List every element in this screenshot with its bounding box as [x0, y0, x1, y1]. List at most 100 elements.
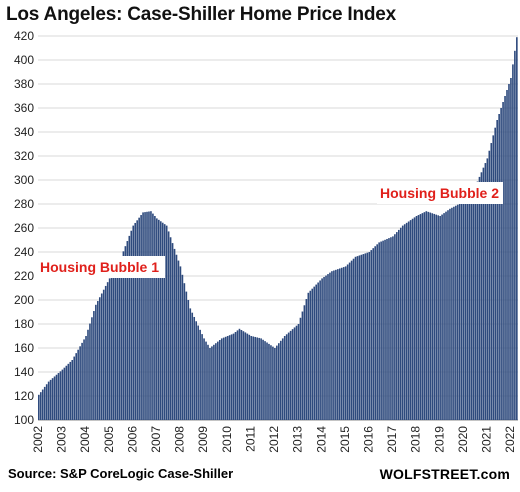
y-tick-label: 100 — [14, 413, 34, 427]
index-bar — [327, 274, 329, 420]
index-bar — [167, 231, 170, 420]
index-bar — [492, 135, 495, 421]
y-tick-label: 220 — [14, 269, 34, 283]
index-bar — [118, 261, 121, 420]
index-bar — [193, 316, 196, 420]
x-tick-label: 2014 — [314, 426, 328, 453]
index-bar — [165, 225, 168, 420]
index-bar — [337, 269, 339, 420]
x-tick-label: 2002 — [31, 426, 45, 453]
y-tick-label: 140 — [14, 365, 34, 379]
index-bar — [41, 389, 44, 420]
index-bar — [455, 205, 457, 420]
x-tick-label: 2016 — [361, 426, 375, 453]
index-bar — [134, 222, 137, 420]
index-bar — [240, 330, 243, 420]
index-bar — [43, 386, 46, 420]
index-bar — [484, 163, 487, 420]
annotation-2: Housing Bubble 2 — [377, 182, 503, 204]
index-bar — [374, 246, 377, 420]
index-bar — [83, 339, 85, 420]
index-bar — [173, 248, 176, 420]
index-bar — [156, 218, 158, 420]
index-bar — [234, 332, 237, 420]
index-bar — [427, 211, 430, 420]
index-bar — [256, 337, 258, 420]
index-bar — [447, 210, 449, 420]
index-bar — [399, 227, 402, 420]
index-bar — [104, 285, 107, 420]
index-bar — [132, 225, 135, 420]
index-bar — [354, 256, 357, 420]
index-bar — [319, 280, 321, 420]
annotation-text: Housing Bubble 2 — [380, 185, 499, 201]
index-bar — [98, 297, 101, 420]
index-bar — [506, 90, 508, 420]
index-bar — [295, 325, 298, 420]
index-bar — [106, 282, 109, 420]
y-tick-label: 360 — [14, 101, 34, 115]
index-bar — [498, 114, 500, 420]
index-bar — [362, 254, 365, 420]
x-tick-label: 2012 — [267, 426, 281, 453]
index-bar — [472, 190, 475, 420]
index-bar — [61, 369, 64, 420]
index-bar — [246, 333, 249, 420]
index-bar — [283, 336, 286, 420]
index-bar — [380, 241, 382, 420]
y-tick-label: 180 — [14, 317, 34, 331]
index-bar — [291, 329, 294, 420]
index-bar — [396, 232, 398, 420]
index-bar — [417, 215, 420, 420]
index-bar — [144, 212, 146, 420]
index-bar — [411, 218, 414, 420]
index-bar — [401, 225, 404, 420]
index-bar — [55, 374, 58, 420]
index-bar — [348, 262, 351, 420]
index-bar — [128, 235, 131, 420]
index-bar — [185, 291, 188, 420]
index-bar — [512, 64, 514, 421]
index-bar — [268, 343, 270, 420]
index-bar — [321, 278, 323, 420]
chart-title: Los Angeles: Case-Shiller Home Price Ind… — [6, 4, 397, 25]
index-bar — [488, 150, 491, 420]
y-tick-label: 120 — [14, 389, 34, 403]
index-bar — [388, 238, 390, 420]
index-bar — [384, 239, 386, 420]
index-bar — [313, 286, 316, 420]
y-tick-label: 420 — [14, 29, 34, 43]
index-bar — [205, 341, 207, 420]
index-bar — [163, 224, 166, 420]
index-bar — [270, 345, 272, 420]
index-bar — [79, 346, 81, 420]
index-bar — [116, 264, 119, 420]
index-bar — [315, 284, 317, 420]
index-bar — [449, 208, 451, 420]
index-bar — [415, 216, 418, 420]
index-bar — [344, 266, 347, 420]
x-tick-label: 2004 — [78, 426, 92, 453]
index-bar — [376, 244, 378, 420]
index-bar — [38, 394, 40, 420]
index-bar — [158, 219, 160, 420]
index-bar — [203, 338, 205, 420]
index-bar — [140, 215, 142, 420]
index-bar — [39, 392, 42, 420]
index-bar — [390, 237, 392, 420]
index-bar — [439, 216, 441, 420]
index-bar — [470, 192, 473, 420]
index-bar — [305, 299, 308, 420]
index-bar — [392, 236, 394, 420]
index-bar — [215, 343, 217, 420]
annotation-background — [377, 182, 503, 204]
x-tick-label: 2013 — [291, 426, 305, 453]
index-bar — [478, 176, 481, 420]
index-bar — [77, 349, 79, 420]
index-bar — [97, 301, 99, 420]
index-bar — [419, 214, 422, 420]
index-bar — [230, 334, 233, 420]
index-bar — [124, 246, 127, 420]
index-bar — [258, 337, 260, 420]
index-bar — [85, 336, 87, 420]
